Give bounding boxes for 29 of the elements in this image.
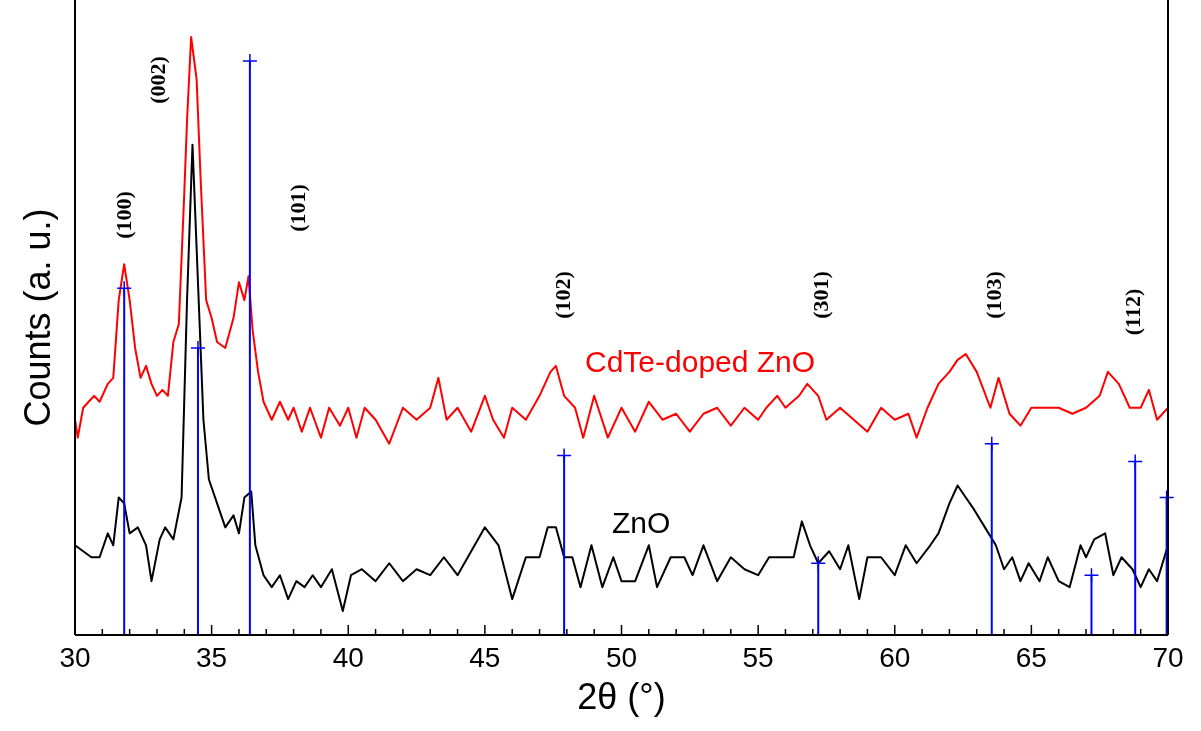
annotation: (103) <box>981 271 1006 319</box>
annotation: (102) <box>550 271 575 319</box>
point <box>810 555 826 571</box>
x-tick-label: 70 <box>1152 642 1184 673</box>
x-tick-label: 40 <box>332 642 364 673</box>
x-tick-label: 55 <box>742 642 774 673</box>
x-tick-label: 65 <box>1015 642 1047 673</box>
series-label: CdTe-doped ZnO <box>585 345 816 378</box>
series-label: ZnO <box>612 506 671 539</box>
annotation: (002) <box>145 56 170 104</box>
point <box>190 340 206 356</box>
x-tick-label: 35 <box>196 642 228 673</box>
point <box>556 447 572 464</box>
annotation: (112) <box>1120 288 1145 336</box>
annotation: (101) <box>285 184 310 232</box>
x-tick-label: 60 <box>879 642 911 673</box>
point <box>1083 567 1100 583</box>
x-tick-label: 45 <box>469 642 501 673</box>
x-tick-label: 50 <box>605 642 638 673</box>
x-axis-title: 2θ (°) <box>577 676 666 717</box>
point <box>984 435 1000 452</box>
point <box>116 280 132 296</box>
x-tick-label: 30 <box>59 642 91 673</box>
annotation: (100) <box>111 191 136 239</box>
point <box>1158 489 1175 506</box>
y-axis-title: Counts (a. u.) <box>17 208 58 427</box>
point <box>1127 453 1143 470</box>
point <box>242 53 258 69</box>
annotation: (301) <box>808 271 833 319</box>
